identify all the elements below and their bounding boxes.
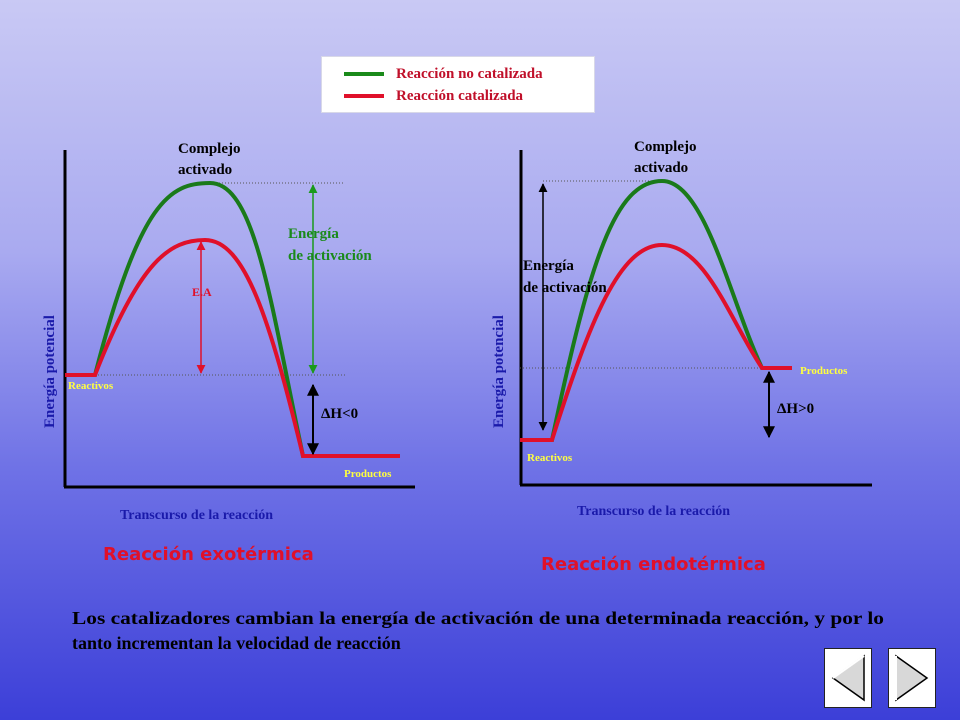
- caption-line-1: Los catalizadores cambian la energía de …: [72, 608, 884, 628]
- legend-label-uncatalyzed: Reacción no catalizada: [396, 65, 543, 82]
- endo-products-label: Productos: [800, 365, 848, 377]
- exo-catalyzed-curve: [65, 237, 400, 458]
- endo-complex-label-2: activado: [634, 160, 688, 176]
- next-slide-button[interactable]: [888, 648, 936, 708]
- endo-energy-label-1: Energía: [523, 258, 574, 274]
- exothermic-diagram: Complejo activado Energía de activación …: [42, 141, 415, 565]
- legend-label-catalyzed: Reacción catalizada: [396, 87, 524, 104]
- endo-catalyzed-curve: [520, 242, 792, 442]
- exo-products-label: Productos: [344, 468, 392, 480]
- endo-delta-h-label: ΔH>0: [777, 401, 814, 417]
- exo-delta-h-label: ΔH<0: [321, 406, 358, 422]
- triangle-right-icon: [895, 654, 929, 702]
- caption-line-2: tanto incrementan la velocidad de reacci…: [72, 633, 401, 653]
- legend-item-catalyzed: Reacción catalizada: [344, 85, 523, 107]
- endo-title: Reacción endotérmica: [541, 554, 766, 575]
- legend-swatch-red: [344, 94, 384, 98]
- previous-slide-button[interactable]: [824, 648, 872, 708]
- endo-energy-label-2: de activación: [523, 280, 607, 296]
- exo-energy-label-2: de activación: [288, 248, 372, 264]
- exo-title: Reacción exotérmica: [103, 544, 314, 565]
- exo-ea-label: E.A: [192, 285, 212, 299]
- endo-complex-label-1: Complejo: [634, 139, 697, 155]
- endo-uncatalyzed-curve: [520, 178, 792, 442]
- exo-energy-label-1: Energía: [288, 226, 339, 242]
- endothermic-diagram: Complejo activado Energía de activación …: [491, 139, 872, 575]
- legend-swatch-green: [344, 72, 384, 76]
- exo-x-label: Transcurso de la reacción: [120, 508, 273, 523]
- exo-reactants-label: Reactivos: [68, 380, 114, 392]
- exo-complex-label-1: Complejo: [178, 141, 241, 157]
- legend-item-uncatalyzed: Reacción no catalizada: [344, 63, 543, 85]
- endo-y-label: Energía potencial: [491, 315, 507, 428]
- legend: Reacción no catalizada Reacción cataliza…: [321, 56, 595, 113]
- triangle-left-icon: [831, 654, 865, 702]
- endo-reactants-label: Reactivos: [527, 452, 573, 464]
- exo-y-label: Energía potencial: [42, 315, 58, 428]
- exo-uncatalyzed-curve: [65, 180, 400, 458]
- exo-complex-label-2: activado: [178, 162, 232, 178]
- endo-x-label: Transcurso de la reacción: [577, 504, 730, 519]
